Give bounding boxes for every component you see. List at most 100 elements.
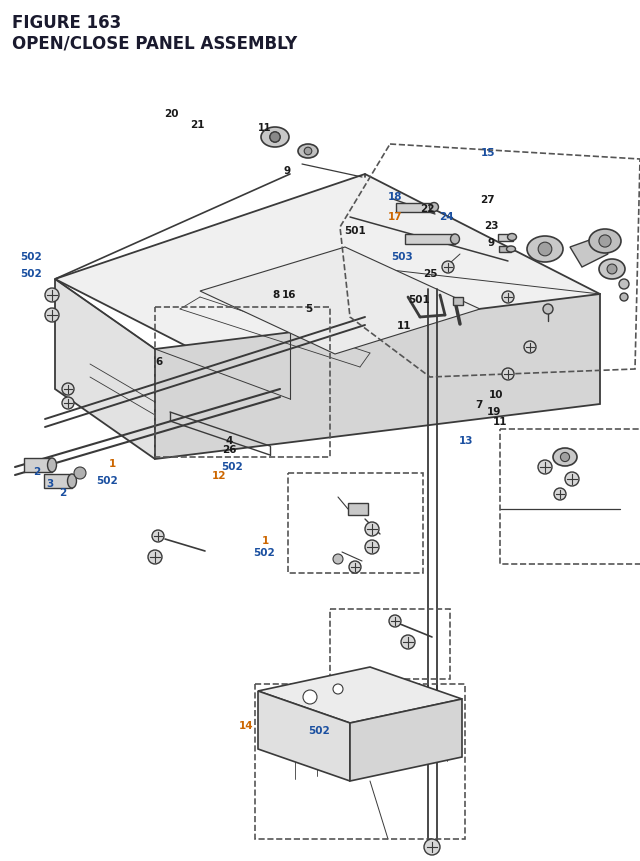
Circle shape [365, 523, 379, 536]
Circle shape [607, 264, 617, 275]
Circle shape [442, 262, 454, 274]
Text: 5: 5 [305, 303, 312, 313]
Text: 24: 24 [440, 212, 454, 222]
Bar [405, 235, 455, 245]
Text: 26: 26 [222, 444, 236, 455]
Text: 502: 502 [308, 725, 330, 735]
Text: 3: 3 [46, 479, 54, 489]
Text: 502: 502 [97, 475, 118, 486]
Text: 502: 502 [221, 461, 243, 472]
Bar [348, 504, 368, 516]
Polygon shape [200, 248, 480, 355]
Circle shape [565, 473, 579, 486]
Circle shape [62, 383, 74, 395]
Bar [498, 235, 513, 242]
Polygon shape [155, 294, 600, 460]
Text: 8: 8 [273, 289, 280, 300]
Ellipse shape [506, 247, 515, 253]
Bar [24, 458, 52, 473]
Text: 11: 11 [493, 417, 508, 427]
Text: 22: 22 [420, 203, 435, 214]
Text: 12: 12 [212, 470, 226, 480]
Bar [288, 474, 423, 573]
Ellipse shape [553, 449, 577, 467]
Circle shape [619, 280, 629, 289]
Text: 502: 502 [20, 269, 42, 279]
Circle shape [401, 635, 415, 649]
Text: 502: 502 [253, 548, 275, 558]
Text: 2: 2 [33, 467, 41, 477]
Text: 23: 23 [484, 220, 499, 231]
Polygon shape [258, 691, 350, 781]
Circle shape [62, 398, 74, 410]
Circle shape [524, 342, 536, 354]
Circle shape [303, 691, 317, 704]
Circle shape [365, 541, 379, 554]
Text: 18: 18 [388, 191, 403, 201]
Bar [155, 307, 330, 457]
Ellipse shape [599, 260, 625, 280]
Text: 4: 4 [225, 436, 233, 446]
Text: 11: 11 [259, 123, 272, 133]
Text: 1: 1 [262, 536, 269, 546]
Circle shape [554, 488, 566, 500]
Circle shape [538, 243, 552, 257]
Circle shape [152, 530, 164, 542]
Circle shape [502, 369, 514, 381]
Ellipse shape [451, 235, 460, 245]
Text: 10: 10 [489, 389, 503, 400]
Circle shape [424, 839, 440, 855]
Text: 501: 501 [344, 226, 366, 236]
Text: 13: 13 [459, 436, 473, 446]
Text: 16: 16 [282, 289, 296, 300]
Circle shape [333, 554, 343, 564]
Circle shape [561, 453, 570, 462]
Circle shape [389, 616, 401, 628]
Circle shape [74, 468, 86, 480]
Circle shape [349, 561, 361, 573]
Circle shape [45, 288, 59, 303]
Circle shape [538, 461, 552, 474]
Circle shape [304, 148, 312, 156]
Text: 9: 9 [488, 238, 495, 248]
Text: OPEN/CLOSE PANEL ASSEMBLY: OPEN/CLOSE PANEL ASSEMBLY [12, 34, 297, 52]
Circle shape [599, 236, 611, 248]
Polygon shape [55, 175, 600, 400]
Bar [44, 474, 72, 488]
Circle shape [148, 550, 162, 564]
Ellipse shape [47, 458, 56, 473]
Text: 21: 21 [190, 120, 204, 130]
Circle shape [502, 292, 514, 304]
Circle shape [45, 308, 59, 323]
Text: 27: 27 [481, 195, 495, 205]
Text: 503: 503 [391, 251, 413, 262]
Bar [330, 610, 450, 679]
Ellipse shape [429, 203, 438, 213]
Text: 7: 7 [475, 400, 483, 410]
Circle shape [333, 684, 343, 694]
Bar [396, 204, 434, 213]
Circle shape [269, 133, 280, 143]
Ellipse shape [261, 127, 289, 148]
Polygon shape [258, 667, 462, 723]
Text: FIGURE 163: FIGURE 163 [12, 14, 121, 32]
Polygon shape [570, 238, 608, 268]
Text: 502: 502 [20, 251, 42, 262]
Circle shape [620, 294, 628, 301]
Circle shape [270, 133, 280, 143]
Polygon shape [350, 699, 462, 781]
Polygon shape [55, 280, 155, 460]
Ellipse shape [508, 234, 516, 241]
Text: 9: 9 [283, 165, 291, 176]
Text: 11: 11 [397, 320, 412, 331]
Ellipse shape [527, 237, 563, 263]
Text: 501: 501 [408, 294, 430, 305]
Bar [499, 247, 511, 253]
Text: 19: 19 [487, 406, 501, 417]
Text: 15: 15 [481, 148, 495, 158]
Text: 14: 14 [239, 720, 253, 730]
Text: 6: 6 [155, 356, 163, 367]
Bar [255, 684, 465, 839]
Ellipse shape [589, 230, 621, 254]
Text: 1: 1 [108, 458, 116, 468]
